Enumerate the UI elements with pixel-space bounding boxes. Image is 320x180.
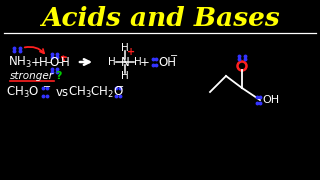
Text: +: + [140, 55, 150, 69]
Text: −: − [170, 51, 178, 61]
Text: $\rm CH_3O$: $\rm CH_3O$ [6, 84, 39, 100]
Text: OH: OH [158, 55, 176, 69]
Text: −: − [43, 82, 51, 92]
Text: stronger: stronger [10, 71, 54, 81]
Text: +: + [127, 47, 135, 57]
Text: $\rm NH_3$: $\rm NH_3$ [8, 55, 32, 69]
Text: Acids and Bases: Acids and Bases [41, 6, 279, 30]
Text: OH: OH [262, 95, 279, 105]
Text: H: H [108, 57, 116, 67]
Text: $\rm CH_3CH_2O$: $\rm CH_3CH_2O$ [68, 84, 124, 100]
FancyArrowPatch shape [62, 56, 66, 61]
Text: O: O [49, 55, 59, 69]
Text: H: H [121, 43, 129, 53]
Text: +: + [31, 55, 41, 69]
Text: vs: vs [56, 86, 69, 98]
Text: −: − [116, 82, 124, 92]
Text: H: H [39, 55, 47, 69]
Text: N: N [121, 55, 129, 69]
Text: H: H [121, 71, 129, 81]
Text: –: – [57, 57, 62, 67]
Text: ?: ? [55, 71, 61, 81]
Text: –: – [46, 57, 51, 67]
Text: H: H [60, 55, 69, 69]
Text: H: H [134, 57, 142, 67]
FancyArrowPatch shape [25, 47, 44, 53]
